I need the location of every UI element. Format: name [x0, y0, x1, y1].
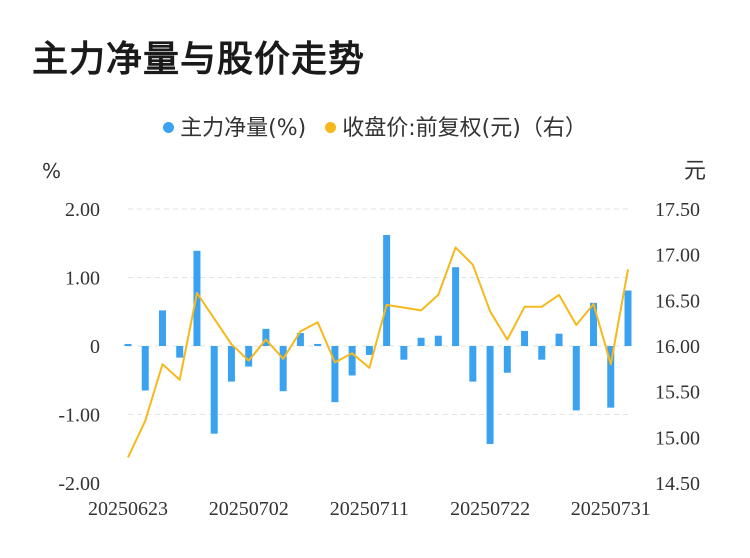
- bar: [141, 346, 149, 391]
- right-axis-tick-label: 14.50: [655, 473, 700, 495]
- bar: [314, 343, 322, 346]
- left-axis-tick-label: 0: [90, 336, 100, 358]
- left-axis-unit: %: [42, 159, 61, 183]
- legend-label-price: 收盘价:前复权(元)（右）: [342, 116, 587, 141]
- bar: [590, 302, 598, 346]
- x-axis-tick-label: 20250623: [88, 498, 168, 520]
- price-line: [127, 246, 629, 458]
- left-axis-tick-label: 2.00: [65, 199, 100, 221]
- bar: [434, 335, 442, 346]
- left-axis-tick-label: -1.00: [58, 405, 100, 427]
- bar: [210, 346, 218, 434]
- bar: [348, 346, 356, 376]
- bar: [331, 346, 339, 403]
- bar: [365, 346, 373, 355]
- right-axis-unit: 元: [684, 159, 706, 184]
- bar: [227, 346, 235, 382]
- bar: [555, 333, 563, 346]
- x-axis-tick-label: 20250702: [209, 498, 289, 520]
- bar: [400, 346, 408, 360]
- bar: [417, 337, 425, 346]
- bar: [503, 346, 511, 373]
- bar: [452, 267, 460, 346]
- chart-title: 主力净量与股价走势: [32, 39, 366, 80]
- line-layer: [127, 246, 629, 458]
- right-axis-tick-label: 17.50: [655, 199, 700, 221]
- axis-layer: % 元 2.00 1.00 0 -1.00 -2.00 17.50 17.00 16.50 16…: [42, 159, 706, 520]
- legend-item-net[interactable]: 主力净量(%): [163, 110, 306, 142]
- legend-dot-blue: [163, 121, 175, 133]
- legend-item-price[interactable]: 收盘价:前复权(元)（右）: [325, 110, 587, 142]
- left-axis-tick-label: 1.00: [65, 268, 100, 290]
- grid-layer: [128, 208, 628, 415]
- legend-label-net: 主力净量(%): [180, 116, 307, 141]
- x-axis-tick-label: 20250722: [450, 498, 530, 520]
- legend-dot-yellow: [325, 121, 337, 133]
- bar: [245, 346, 253, 367]
- right-axis-tick-label: 17.00: [655, 245, 700, 267]
- left-axis-tick-label: -2.00: [58, 473, 100, 495]
- bar: [279, 346, 287, 392]
- bar-layer: [124, 235, 632, 444]
- right-axis-tick-label: 16.50: [655, 290, 700, 312]
- chart-legend: 主力净量(%) 收盘价:前复权(元)（右）: [0, 110, 750, 142]
- bar: [538, 346, 546, 360]
- bar: [383, 235, 391, 346]
- x-axis-tick-label: 20250731: [571, 498, 651, 520]
- bar: [124, 343, 132, 346]
- bar: [486, 346, 494, 444]
- bar: [158, 310, 166, 346]
- right-axis-tick-label: 16.00: [655, 336, 700, 358]
- right-axis-tick-label: 15.50: [655, 382, 700, 404]
- bar: [296, 332, 304, 346]
- bar: [262, 328, 270, 346]
- bar: [176, 346, 184, 358]
- right-axis-tick-label: 15.00: [655, 427, 700, 449]
- bar: [469, 346, 477, 382]
- bar: [521, 330, 529, 346]
- bar: [193, 250, 201, 346]
- x-axis-tick-label: 20250711: [330, 498, 409, 520]
- bar: [624, 290, 632, 346]
- bar: [607, 346, 615, 408]
- bar: [572, 346, 580, 411]
